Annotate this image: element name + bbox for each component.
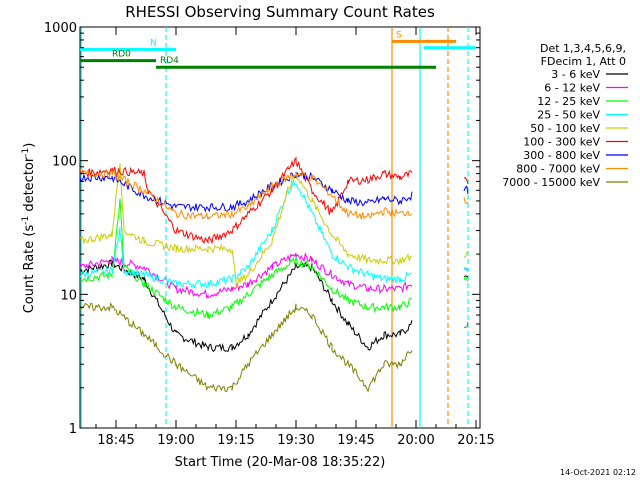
series-line-0	[79, 258, 469, 353]
series-line-8	[79, 302, 469, 393]
x-axis-label: Start Time (20-Mar-08 18:35:22)	[175, 455, 386, 470]
x-tick-label-1: 19:00	[157, 433, 194, 448]
chart-title: RHESSI Observing Summary Count Rates	[125, 3, 435, 21]
x-tick-label-0: 18:45	[97, 433, 134, 448]
series-line-7	[79, 168, 469, 220]
legend-label-7: 800 - 7000 keV	[516, 163, 600, 176]
y-tick-label-0: 1	[69, 422, 77, 437]
flag-label-1: RD0	[112, 50, 131, 60]
legend: Det 1,3,4,5,6,9,FDecim 1, Att 03 - 6 keV…	[502, 42, 628, 189]
legend-label-4: 50 - 100 keV	[530, 122, 600, 135]
y-tick-label-2: 100	[52, 155, 77, 170]
flag-label-3: S	[396, 30, 402, 40]
legend-label-8: 7000 - 15000 keV	[502, 176, 600, 189]
flag-label-0: N	[150, 38, 157, 48]
axes: 18:45 19:00 19:15 19:30 19:45 20:00 20:15 1 10 10…	[44, 21, 495, 448]
x-tick-label-3: 19:30	[277, 433, 314, 448]
legend-label-2: 12 - 25 keV	[537, 95, 600, 108]
x-tick-label-6: 20:15	[457, 433, 494, 448]
legend-label-5: 100 - 300 keV	[523, 136, 600, 149]
render-timestamp: 14-Oct-2021 02:12	[560, 468, 636, 477]
series-line-4	[79, 163, 469, 288]
series-line-5	[79, 156, 469, 245]
plot-frame	[79, 26, 481, 429]
series-line-3	[79, 178, 468, 290]
y-axis-label: Count Rate (s-1 detector-1)	[21, 143, 37, 314]
flag-lines: N RD0 RD4 S	[80, 27, 476, 428]
flag-label-2: RD4	[160, 56, 179, 66]
series-line-6	[79, 171, 469, 213]
legend-label-6: 300 - 800 keV	[523, 149, 600, 162]
x-tick-label-2: 19:15	[217, 433, 254, 448]
y-tick-label-1: 10	[60, 288, 77, 303]
x-tick-label-4: 19:45	[337, 433, 374, 448]
y-tick-label-3: 1000	[44, 21, 77, 36]
legend-header-0: Det 1,3,4,5,6,9,	[540, 42, 626, 55]
legend-label-3: 25 - 50 keV	[537, 109, 600, 122]
x-tick-label-5: 20:00	[397, 433, 434, 448]
series-group	[79, 156, 469, 393]
plot-area	[79, 26, 481, 429]
legend-label-0: 3 - 6 keV	[551, 68, 600, 81]
legend-label-1: 6 - 12 keV	[544, 82, 600, 95]
legend-header-1: FDecim 1, Att 0	[541, 55, 626, 68]
